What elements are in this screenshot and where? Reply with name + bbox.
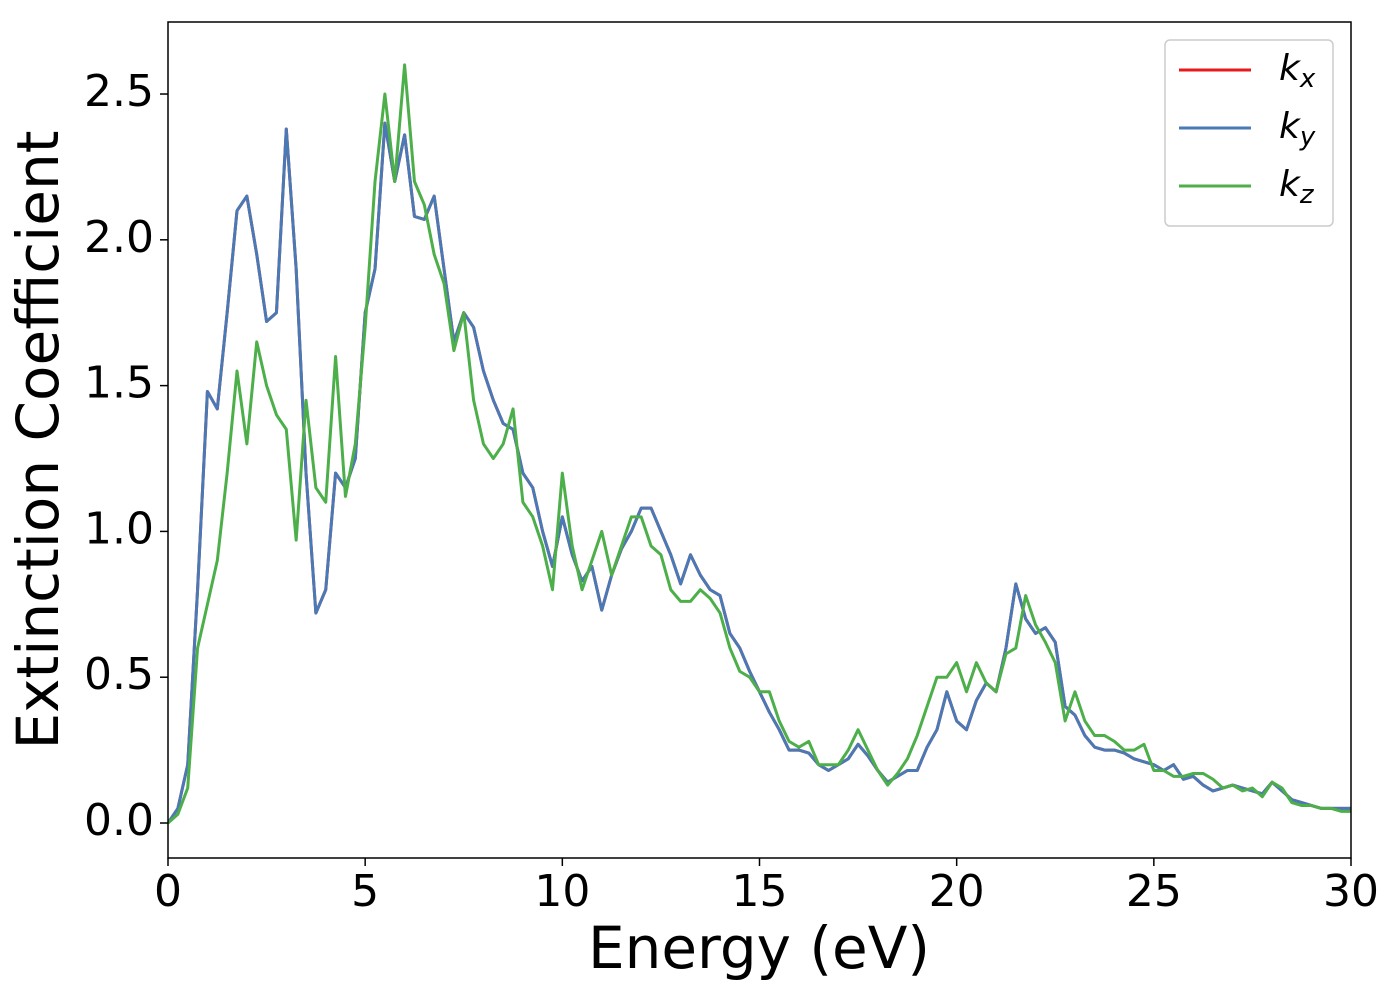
- x-tick-label: 25: [1126, 866, 1182, 917]
- y-tick-label: 0.5: [84, 649, 154, 700]
- series-line: [168, 121, 1351, 824]
- y-tick-label: 0.0: [84, 795, 154, 846]
- legend-label: kz: [1279, 164, 1315, 210]
- legend-frame: [1164, 39, 1334, 227]
- x-tick-label: 30: [1323, 866, 1379, 917]
- x-tick-label: 15: [732, 866, 788, 917]
- legend: kx ky kz: [1164, 39, 1334, 227]
- y-axis-label: Extinction Coefficient: [4, 131, 72, 750]
- y-tick-label: 1.0: [84, 503, 154, 554]
- x-tick-label: 10: [534, 866, 590, 917]
- x-tick-label: 5: [351, 866, 379, 917]
- legend-label: ky: [1279, 106, 1316, 152]
- x-axis-label: Energy (eV): [588, 914, 930, 982]
- legend-label: kx: [1279, 48, 1316, 94]
- plot-frame: [167, 21, 1352, 859]
- y-tick-label: 1.5: [84, 358, 154, 409]
- series-line: [168, 121, 1351, 824]
- y-tick-label: 2.5: [84, 66, 154, 117]
- x-tick-label: 20: [929, 866, 985, 917]
- x-tick-label: 0: [154, 866, 182, 917]
- series-line: [168, 63, 1351, 825]
- y-tick-label: 2.0: [84, 212, 154, 263]
